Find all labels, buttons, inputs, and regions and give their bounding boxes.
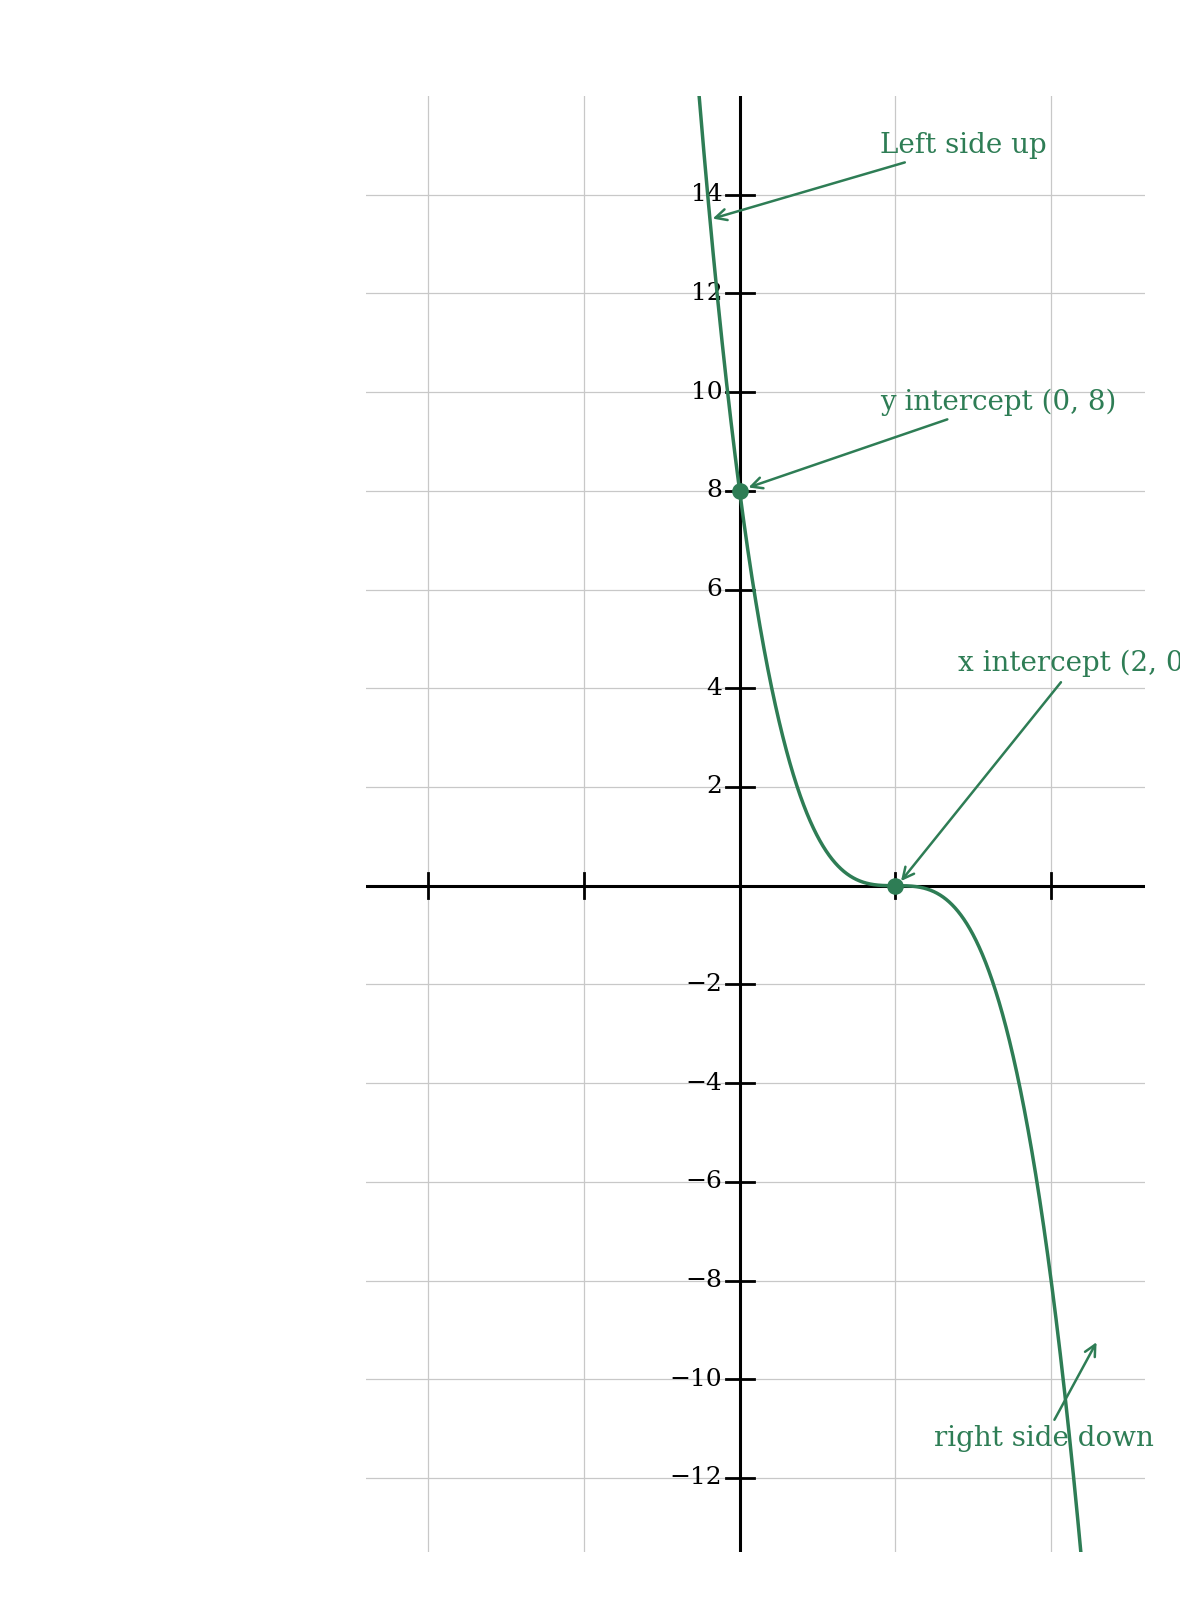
Text: y intercept (0, 8): y intercept (0, 8) xyxy=(752,389,1116,488)
Text: 14: 14 xyxy=(690,184,722,206)
Text: 10: 10 xyxy=(690,381,722,403)
Text: 6: 6 xyxy=(707,578,722,602)
Text: 2: 2 xyxy=(707,776,722,798)
Text: 12: 12 xyxy=(690,282,722,306)
Text: −2: −2 xyxy=(686,973,722,995)
Text: 8: 8 xyxy=(707,480,722,502)
Text: Left side up: Left side up xyxy=(715,131,1047,221)
Text: −12: −12 xyxy=(670,1467,722,1490)
Text: right side down: right side down xyxy=(935,1344,1154,1451)
Text: −10: −10 xyxy=(670,1368,722,1390)
Text: x intercept (2, 0): x intercept (2, 0) xyxy=(903,650,1180,878)
Text: −4: −4 xyxy=(686,1072,722,1094)
Text: −6: −6 xyxy=(686,1170,722,1194)
Text: 4: 4 xyxy=(707,677,722,699)
Text: −8: −8 xyxy=(686,1269,722,1293)
